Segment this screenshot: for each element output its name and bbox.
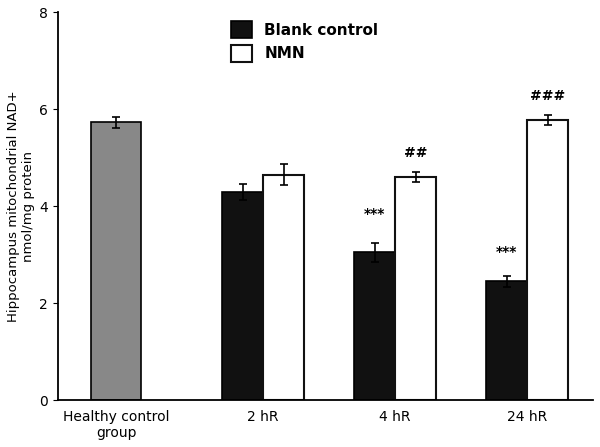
Y-axis label: Hippocampus mitochondrial NAD+
nmol/mg protein: Hippocampus mitochondrial NAD+ nmol/mg p… xyxy=(7,90,35,322)
Text: ##: ## xyxy=(404,146,427,160)
Bar xyxy=(222,192,263,400)
Text: ###: ### xyxy=(530,89,565,103)
Bar xyxy=(354,252,395,400)
Bar xyxy=(486,282,527,400)
Text: ***: *** xyxy=(496,245,517,259)
Legend: Blank control, NMN: Blank control, NMN xyxy=(226,16,383,67)
Bar xyxy=(91,122,142,400)
Bar xyxy=(395,177,436,400)
Bar xyxy=(527,120,568,400)
Bar xyxy=(263,175,304,400)
Text: ***: *** xyxy=(364,207,385,221)
